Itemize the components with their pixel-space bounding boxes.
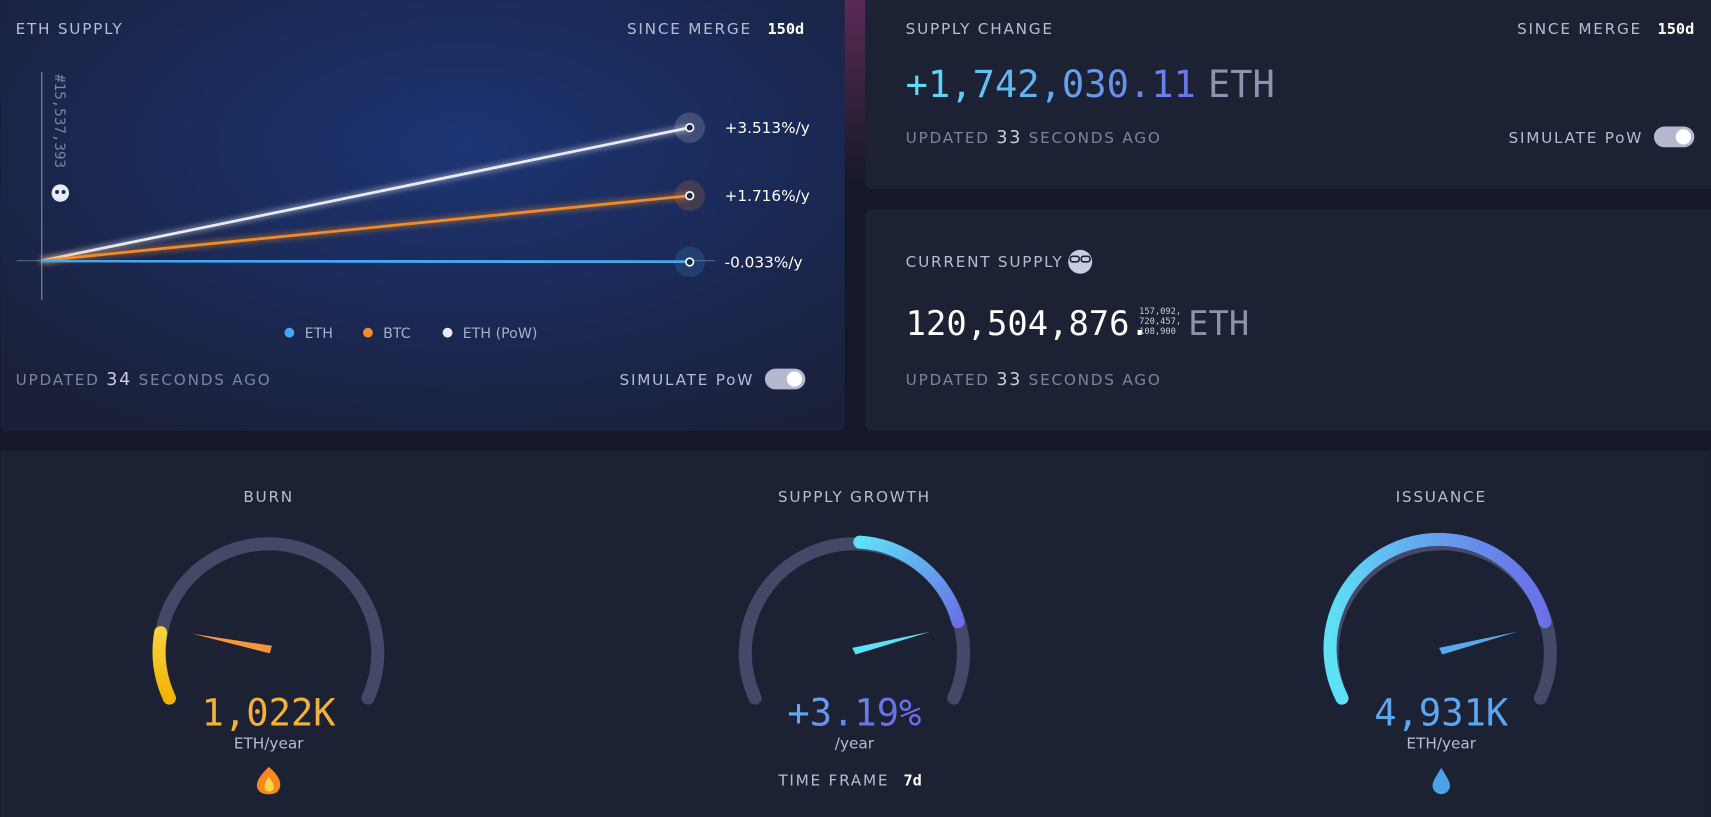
since-label: SINCE MERGE	[1517, 20, 1642, 38]
end-label: +3.513%/y	[725, 119, 810, 137]
supply-lines: +3.513%/y +1.716%/y -0.033%/y	[41, 112, 810, 278]
updated-prefix: UPDATED	[906, 371, 990, 389]
end-label: -0.033%/y	[725, 253, 803, 271]
gauge-value: 1,022K	[202, 691, 337, 734]
accent-strip	[844, 0, 866, 186]
issuance-gauge: ISSUANCE 4,931K ETH/year	[1323, 488, 1557, 795]
unit: ETH	[1208, 63, 1275, 106]
supply-growth-gauge: SUPPLY GROWTH +3.19% /year TIME FRAME 7d	[738, 488, 970, 789]
legend-dot	[442, 327, 453, 338]
since-value: 150d	[767, 20, 804, 38]
legend-label: BTC	[383, 326, 411, 342]
droplet-icon	[1432, 767, 1450, 795]
nerd-icon-glasses	[1069, 255, 1080, 263]
simulate-pow-toggle[interactable]	[764, 368, 806, 390]
supply-line	[41, 259, 690, 264]
supply-change-amount: +1,742,030.11	[906, 63, 1196, 106]
merge-icon	[51, 184, 70, 202]
legend-dot	[284, 327, 295, 338]
toggle-label: SIMULATE PoW	[1509, 129, 1644, 147]
gauge-unit: ETH/year	[234, 734, 304, 752]
supply-integer: 120,504,876.	[906, 304, 1150, 343]
supply-line	[41, 194, 690, 263]
gauge-value: 4,931K	[1374, 691, 1509, 734]
burn-gauge: BURN 1,022K ETH/year	[152, 488, 385, 795]
gauge-title: SUPPLY GROWTH	[778, 488, 931, 506]
gauge-fill	[1323, 532, 1552, 705]
gauge-value: +3.19%	[787, 691, 921, 734]
updated-value: 34	[106, 370, 132, 390]
gauge-title: BURN	[243, 488, 294, 506]
supply-line	[41, 126, 690, 263]
eth-supply-panel	[0, 0, 845, 431]
gauge-unit: /year	[835, 734, 875, 752]
supply-fraction: 720,457,	[1139, 317, 1181, 327]
fire-icon-core	[264, 776, 274, 792]
updated-value: 33	[996, 370, 1022, 390]
updated-suffix: SECONDS AGO	[1029, 129, 1162, 147]
supply-fraction: 108,900	[1139, 327, 1176, 337]
gauge-unit: ETH/year	[1406, 734, 1476, 752]
legend-label: ETH	[305, 326, 333, 342]
updated-value: 33	[996, 128, 1022, 148]
unit: ETH	[1188, 304, 1249, 343]
merge-block: #15,537,393	[51, 74, 67, 168]
legend-label: ETH (PoW)	[463, 326, 538, 342]
toggle-label: SIMULATE PoW	[620, 371, 755, 389]
panel-title: SUPPLY CHANGE	[906, 20, 1054, 38]
end-label: +1.716%/y	[725, 187, 810, 205]
end-point	[685, 122, 695, 133]
merge-icon-eye	[55, 190, 60, 194]
updated-text: UPDATED 33 SECONDS AGO	[906, 370, 1162, 390]
legend: ETH BTC ETH (PoW)	[284, 326, 537, 342]
gauges-panel	[0, 450, 1711, 817]
gauge-fill	[853, 535, 965, 629]
toggle-knob[interactable]	[786, 371, 803, 387]
panel-title: ETH SUPPLY	[16, 20, 124, 38]
gauge-needle	[192, 633, 272, 654]
nerd-icon-glasses	[1080, 255, 1091, 263]
updated-suffix: SECONDS AGO	[1029, 371, 1162, 389]
updated-prefix: UPDATED	[16, 371, 100, 389]
gauge-fill	[152, 626, 176, 705]
timeframe-label: TIME FRAME	[777, 771, 889, 789]
merge-icon-eye	[61, 190, 66, 194]
updated-suffix: SECONDS AGO	[139, 371, 272, 389]
end-point	[685, 191, 695, 201]
since-value: 150d	[1658, 20, 1695, 38]
end-point	[685, 257, 695, 267]
timeframe-value[interactable]: 7d	[903, 771, 921, 789]
toggle-knob[interactable]	[1675, 129, 1692, 145]
gauge-needle	[852, 631, 931, 655]
supply-fraction: 157,092,	[1139, 307, 1181, 317]
updated-prefix: UPDATED	[906, 129, 990, 147]
gauge-title: ISSUANCE	[1396, 488, 1487, 506]
gauge-needle	[1439, 631, 1518, 655]
legend-dot	[363, 327, 373, 338]
simulate-pow-toggle[interactable]	[1653, 126, 1695, 148]
supply-change-panel	[865, 0, 1711, 189]
since-label: SINCE MERGE	[627, 20, 752, 38]
updated-text: UPDATED 33 SECONDS AGO	[906, 128, 1162, 148]
panel-title: CURRENT SUPPLY	[906, 253, 1064, 271]
updated-text: UPDATED 34 SECONDS AGO	[16, 370, 272, 390]
